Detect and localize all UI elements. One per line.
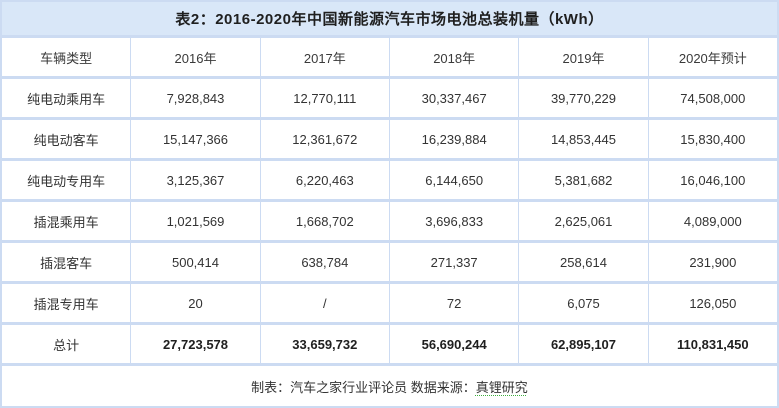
cell-value: 15,830,400: [648, 120, 777, 158]
cell-value: 5,381,682: [519, 161, 648, 199]
row-label: 插混客车: [2, 243, 131, 281]
cell-value: 12,361,672: [260, 120, 389, 158]
row-label: 插混乘用车: [2, 202, 131, 240]
cell-value: 126,050: [648, 284, 777, 322]
table-footer: 制表：汽车之家行业评论员 数据来源： 真锂研究: [2, 366, 777, 406]
cell-value: 3,696,833: [389, 202, 519, 240]
column-header: 2019年: [519, 38, 648, 76]
cell-value: 6,220,463: [260, 161, 389, 199]
cell-value: 16,239,884: [389, 120, 519, 158]
cell-value: 638,784: [260, 243, 389, 281]
cell-value: 7,928,843: [131, 79, 260, 117]
column-header: 车辆类型: [2, 38, 131, 76]
cell-value: 30,337,467: [389, 79, 519, 117]
cell-value: 74,508,000: [648, 79, 777, 117]
total-value: 33,659,732: [260, 325, 389, 363]
cell-value: 271,337: [389, 243, 519, 281]
cell-value: 15,147,366: [131, 120, 260, 158]
cell-value: 1,021,569: [131, 202, 260, 240]
cell-value: 72: [389, 284, 519, 322]
cell-value: 231,900: [648, 243, 777, 281]
cell-value: 1,668,702: [260, 202, 389, 240]
cell-value: 20: [131, 284, 260, 322]
cell-value: 500,414: [131, 243, 260, 281]
cell-value: 14,853,445: [519, 120, 648, 158]
footer-data-source: 真锂研究: [475, 379, 528, 395]
cell-value: 4,089,000: [648, 202, 777, 240]
cell-value: 258,614: [519, 243, 648, 281]
cell-value: 2,625,061: [519, 202, 648, 240]
total-row-label: 总计: [2, 325, 131, 363]
table-title: 表2：2016-2020年中国新能源汽车市场电池总装机量（kWh）: [2, 2, 777, 35]
column-header: 2018年: [389, 38, 519, 76]
column-header: 2016年: [131, 38, 260, 76]
cell-value: 3,125,367: [131, 161, 260, 199]
footer-credit-text: 制表：汽车之家行业评论员 数据来源：: [251, 379, 476, 395]
cell-value: 12,770,111: [260, 79, 389, 117]
column-header: 2017年: [260, 38, 389, 76]
row-label: 纯电动乘用车: [2, 79, 131, 117]
row-label: 纯电动客车: [2, 120, 131, 158]
row-label: 纯电动专用车: [2, 161, 131, 199]
total-value: 27,723,578: [131, 325, 260, 363]
cell-value: /: [260, 284, 389, 322]
total-value: 56,690,244: [389, 325, 519, 363]
cell-value: 6,075: [519, 284, 648, 322]
column-header: 2020年预计: [648, 38, 777, 76]
total-value: 110,831,450: [648, 325, 777, 363]
total-value: 62,895,107: [519, 325, 648, 363]
row-label: 插混专用车: [2, 284, 131, 322]
cell-value: 39,770,229: [519, 79, 648, 117]
cell-value: 16,046,100: [648, 161, 777, 199]
cell-value: 6,144,650: [389, 161, 519, 199]
table-grid: 车辆类型 2016年 2017年 2018年 2019年 2020年预计纯电动乘用车 7,9…: [2, 38, 777, 363]
